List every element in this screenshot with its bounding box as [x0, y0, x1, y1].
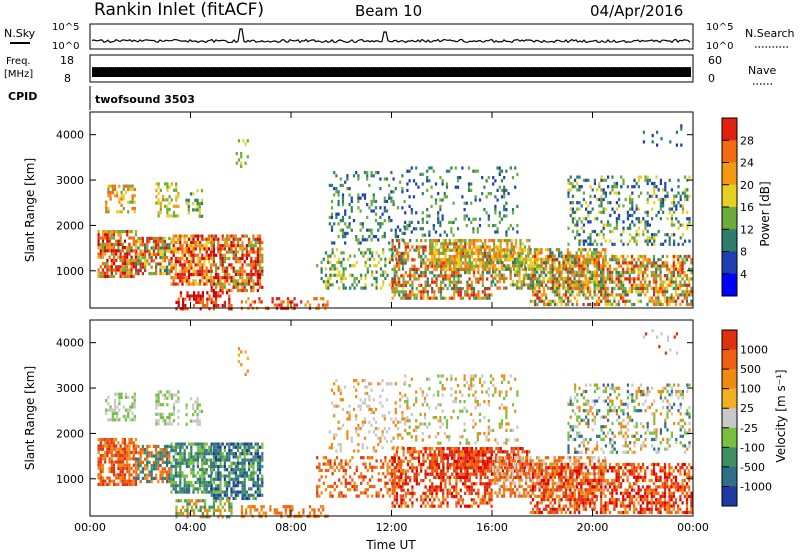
power-colorbar-label: Power [dB]: [758, 181, 772, 246]
velocity-heatmap-cells: [97, 329, 693, 519]
nsky-series: [91, 28, 691, 44]
beam-title: Beam 10: [355, 2, 422, 20]
colorbar-segment: [722, 369, 737, 389]
y-tick-label: 3000: [56, 382, 84, 395]
y-tick-label: 4000: [56, 337, 84, 350]
power-colorbar-tick-label: 12: [740, 223, 754, 236]
velocity-colorbar-tick-label: 100: [740, 383, 761, 396]
nave-tick-bottom: 0: [708, 72, 715, 85]
freq-tick-bottom: 8: [64, 72, 71, 85]
colorbar-segment: [722, 273, 737, 297]
freq-tick-top: 18: [60, 54, 74, 67]
velocity-colorbar-tick-label: -500: [740, 461, 765, 474]
power-y-axis: 1000 2000 3000 4000: [56, 129, 693, 278]
colorbar-frame: [721, 329, 738, 507]
velocity-colorbar: 1000 500 100 25 -25 -100 -500 -1000: [721, 329, 772, 507]
colorbar-segment: [722, 466, 737, 487]
power-colorbar-tick-label: 24: [740, 157, 754, 170]
x-tick-label: 04:00: [175, 521, 207, 534]
y-tick-label: 2000: [56, 427, 84, 440]
power-colorbar-tick-label: 4: [740, 268, 747, 281]
colorbar-segment: [722, 427, 737, 448]
station-title: Rankin Inlet (fitACF): [94, 0, 264, 20]
power-colorbar-tick-label: 28: [740, 134, 754, 147]
cpid-label: CPID: [8, 90, 37, 103]
power-colorbar-tick-label: 16: [740, 201, 754, 214]
cpid-value: twofsound 3503: [95, 93, 195, 106]
colorbar-segment: [722, 207, 737, 230]
nave-label: Nave: [748, 64, 776, 77]
x-tick-label: 12:00: [376, 521, 408, 534]
nave-tick-top: 60: [708, 54, 722, 67]
power-colorbar: 4 8 12 16 20 24 28: [721, 117, 754, 297]
x-tick-label: 08:00: [275, 521, 307, 534]
nsky-right-tick-top: 10^5: [706, 22, 733, 33]
freq-label-line1: Freq.: [6, 56, 31, 67]
velocity-colorbar-tick-label: -25: [740, 422, 758, 435]
x-tick-label: 20:00: [577, 521, 609, 534]
velocity-y-axis: 1000 2000 3000 4000: [56, 337, 693, 486]
y-tick-label: 1000: [56, 265, 84, 278]
velocity-colorbar-tick-label: 500: [740, 363, 761, 376]
x-tick-label: 00:00: [677, 521, 709, 534]
nsky-right-tick-bottom: 10^0: [706, 41, 733, 52]
power-ylabel: Slant Range [km]: [23, 158, 37, 262]
velocity-colorbar-label: Velocity [m s⁻¹]: [774, 369, 788, 462]
nsearch-label: N.Search: [745, 27, 795, 40]
nsky-strip-frame: [89, 23, 694, 50]
velocity-ylabel: Slant Range [km]: [23, 366, 37, 470]
colorbar-segment: [722, 330, 737, 350]
colorbar-segment: [722, 251, 737, 275]
colorbar-segment: [722, 229, 737, 252]
x-tick-label: 00:00: [74, 521, 106, 534]
colorbar-segment: [722, 447, 737, 468]
nsky-tick-bottom: 10^0: [52, 41, 79, 52]
x-axis-label: Time UT: [365, 538, 416, 552]
freq-strip-frame: [89, 54, 694, 83]
x-tick-label: 16:00: [476, 521, 508, 534]
colorbar-segment: [722, 388, 737, 409]
colorbar-segment: [722, 162, 737, 186]
date-title: 04/Apr/2016: [590, 2, 683, 20]
velocity-colorbar-tick-label: 1000: [740, 344, 768, 357]
velocity-colorbar-tick-label: 25: [740, 402, 754, 415]
y-tick-label: 3000: [56, 174, 84, 187]
colorbar-segment: [722, 349, 737, 370]
y-tick-label: 4000: [56, 129, 84, 142]
freq-nave-band: [92, 67, 691, 77]
colorbar-segment: [722, 140, 737, 163]
y-tick-label: 2000: [56, 219, 84, 232]
power-colorbar-tick-label: 20: [740, 179, 754, 192]
velocity-colorbar-tick-label: -1000: [740, 480, 772, 493]
colorbar-segment: [722, 184, 737, 208]
power-colorbar-tick-label: 8: [740, 246, 747, 259]
velocity-x-ticks: 00:00 04:00 08:00 12:00 16:00 20:00 00:00: [74, 320, 709, 534]
power-heatmap-cells: [97, 124, 693, 311]
nsky-tick-top: 10^5: [52, 22, 79, 33]
power-x-ticks: [89, 112, 694, 308]
colorbar-segment: [722, 118, 737, 141]
freq-label-line2: [MHz]: [4, 69, 33, 80]
colorbar-segment: [722, 408, 737, 429]
y-tick-label: 1000: [56, 473, 84, 486]
colorbar-segment: [722, 486, 737, 507]
nsky-label: N.Sky: [4, 27, 36, 40]
velocity-colorbar-tick-label: -100: [740, 441, 765, 454]
